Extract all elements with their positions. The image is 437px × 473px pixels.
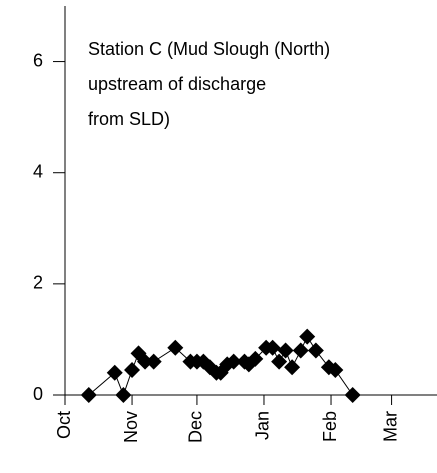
marker [271, 353, 288, 370]
x-tick-label: Dec [186, 411, 206, 443]
annotation: upstream of discharge [88, 74, 266, 94]
marker [247, 350, 264, 367]
x-tick-label: Nov [121, 411, 141, 443]
y-tick-label: 4 [33, 161, 43, 181]
marker [124, 361, 141, 378]
marker [145, 353, 162, 370]
y-tick-label: 2 [33, 273, 43, 293]
marker [80, 387, 97, 403]
x-tick-label: Mar [380, 411, 400, 442]
marker [292, 342, 309, 359]
x-tick-label: Oct [54, 411, 74, 439]
marker [137, 353, 154, 370]
y-tick-label: 0 [33, 384, 43, 404]
y-tick-label: 6 [33, 50, 43, 70]
x-tick-label: Jan [253, 411, 273, 440]
marker [264, 339, 281, 356]
marker [240, 356, 257, 373]
marker [307, 342, 324, 359]
marker [344, 387, 361, 403]
marker [106, 364, 123, 381]
marker [115, 387, 132, 403]
x-tick-label: Feb [320, 411, 340, 442]
annotation: Station C (Mud Slough (North) [88, 39, 330, 59]
marker [167, 339, 184, 356]
marker [327, 361, 344, 378]
annotation: from SLD) [88, 109, 170, 129]
marker [284, 359, 301, 376]
marker [299, 328, 316, 345]
marker [225, 353, 242, 370]
marker [277, 342, 294, 359]
